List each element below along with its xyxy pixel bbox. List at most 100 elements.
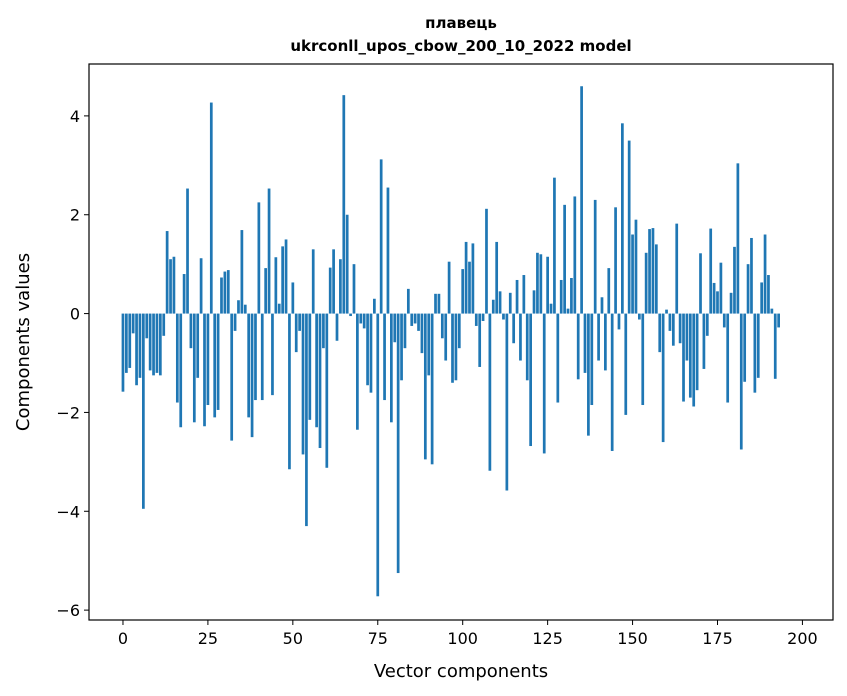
bar xyxy=(420,313,424,354)
bar xyxy=(556,313,560,403)
bar xyxy=(559,279,563,314)
bar xyxy=(325,313,329,468)
bar xyxy=(376,313,380,597)
bar xyxy=(125,313,128,373)
bar xyxy=(216,313,220,410)
y-tick-label: −4 xyxy=(56,502,80,521)
bar xyxy=(165,231,169,314)
bar xyxy=(468,261,471,314)
bar xyxy=(308,313,312,420)
x-tick-label: 50 xyxy=(283,629,303,648)
x-tick-label: 100 xyxy=(447,629,478,648)
bar xyxy=(644,252,648,314)
bar xyxy=(410,313,414,326)
bar xyxy=(525,313,529,381)
bar xyxy=(750,237,753,314)
bar xyxy=(145,313,149,339)
bar xyxy=(549,303,553,314)
bar xyxy=(566,308,570,314)
bar xyxy=(712,282,716,314)
bar xyxy=(135,313,138,386)
bar xyxy=(746,264,750,314)
y-axis-ticks: −6 −4 −2 0 2 4 xyxy=(56,107,89,620)
bar xyxy=(658,313,662,353)
bar xyxy=(148,313,152,371)
bar xyxy=(342,95,346,314)
bar xyxy=(777,313,780,328)
bar xyxy=(634,219,638,314)
x-tick-label: 175 xyxy=(702,629,733,648)
bar xyxy=(400,313,403,381)
bar xyxy=(512,313,516,344)
bar xyxy=(298,313,301,331)
bar xyxy=(502,313,505,320)
bar xyxy=(491,299,495,314)
bar xyxy=(739,313,743,450)
bar xyxy=(668,313,672,331)
bar xyxy=(454,313,458,381)
bar xyxy=(142,313,145,509)
bar xyxy=(169,259,172,314)
x-tick-label: 75 xyxy=(368,629,388,648)
y-tick-label: 2 xyxy=(70,206,80,225)
bar xyxy=(709,228,713,314)
bar xyxy=(539,254,543,314)
bar xyxy=(440,313,444,339)
bar xyxy=(604,313,607,371)
chart-title-line1: плавець xyxy=(425,14,497,32)
bar xyxy=(152,313,155,376)
bar xyxy=(597,313,600,361)
bar xyxy=(624,313,628,415)
bar xyxy=(610,313,614,451)
bar xyxy=(519,313,522,361)
bar xyxy=(393,313,397,343)
bar xyxy=(179,313,183,428)
bar xyxy=(638,313,641,320)
bar xyxy=(461,269,465,314)
bar xyxy=(250,313,254,438)
bar xyxy=(332,249,335,314)
bar xyxy=(162,313,166,336)
bar xyxy=(294,313,298,353)
bar xyxy=(345,214,349,314)
bar xyxy=(257,202,261,314)
bar xyxy=(495,241,499,314)
bar xyxy=(196,313,200,378)
bar xyxy=(685,313,689,361)
bar xyxy=(369,313,373,393)
bar xyxy=(654,244,658,314)
bar xyxy=(328,267,332,314)
bar xyxy=(753,313,757,393)
bar xyxy=(532,290,536,314)
bar xyxy=(508,292,512,314)
bar xyxy=(373,298,376,314)
bar xyxy=(186,188,189,314)
bar xyxy=(542,313,546,454)
x-tick-label: 0 xyxy=(118,629,128,648)
bar xyxy=(682,313,685,402)
bar xyxy=(240,230,244,314)
bar xyxy=(593,199,597,314)
bar xyxy=(172,256,176,314)
bar xyxy=(773,313,777,379)
bar xyxy=(301,313,305,455)
bar xyxy=(641,313,645,406)
bar xyxy=(743,313,747,382)
y-tick-label: −2 xyxy=(56,403,80,422)
bar xyxy=(189,313,193,349)
bar xyxy=(233,313,237,331)
bar xyxy=(661,313,665,443)
bar xyxy=(291,282,295,314)
bar xyxy=(271,313,274,396)
bar xyxy=(767,275,770,314)
bar xyxy=(318,313,322,449)
bar xyxy=(396,313,400,574)
bar xyxy=(349,313,352,317)
bar xyxy=(729,292,733,314)
bar xyxy=(444,313,448,361)
bar xyxy=(719,262,723,314)
bar xyxy=(760,282,764,314)
bar xyxy=(223,271,227,314)
bar xyxy=(128,313,132,368)
bar xyxy=(587,313,590,436)
